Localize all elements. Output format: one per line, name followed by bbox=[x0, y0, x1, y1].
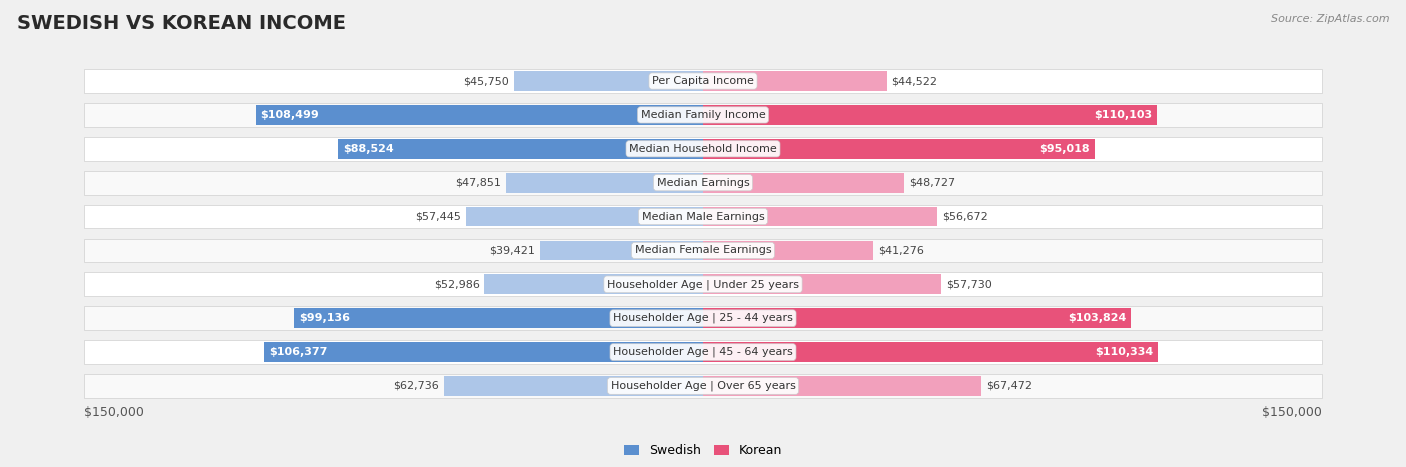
Text: Median Family Income: Median Family Income bbox=[641, 110, 765, 120]
Text: $110,103: $110,103 bbox=[1094, 110, 1152, 120]
Text: Householder Age | Over 65 years: Householder Age | Over 65 years bbox=[610, 381, 796, 391]
Text: $99,136: $99,136 bbox=[299, 313, 350, 323]
Text: Source: ZipAtlas.com: Source: ZipAtlas.com bbox=[1271, 14, 1389, 24]
Bar bbox=[540, 241, 703, 260]
Legend: Swedish, Korean: Swedish, Korean bbox=[619, 439, 787, 462]
Bar bbox=[515, 71, 703, 91]
Text: $47,851: $47,851 bbox=[454, 177, 501, 188]
Bar bbox=[256, 105, 703, 125]
Bar bbox=[84, 205, 1322, 228]
Bar bbox=[703, 173, 904, 192]
Text: $88,524: $88,524 bbox=[343, 144, 394, 154]
Text: Householder Age | Under 25 years: Householder Age | Under 25 years bbox=[607, 279, 799, 290]
Text: Median Female Earnings: Median Female Earnings bbox=[634, 246, 772, 255]
Text: Householder Age | 25 - 44 years: Householder Age | 25 - 44 years bbox=[613, 313, 793, 324]
Bar bbox=[703, 207, 936, 226]
Text: $106,377: $106,377 bbox=[269, 347, 328, 357]
Text: $45,750: $45,750 bbox=[464, 76, 509, 86]
Bar bbox=[84, 171, 1322, 195]
Text: $44,522: $44,522 bbox=[891, 76, 938, 86]
Text: Per Capita Income: Per Capita Income bbox=[652, 76, 754, 86]
Bar bbox=[84, 137, 1322, 161]
Bar bbox=[703, 139, 1095, 159]
Bar bbox=[84, 374, 1322, 398]
Bar bbox=[703, 105, 1157, 125]
Text: $95,018: $95,018 bbox=[1039, 144, 1090, 154]
Bar bbox=[444, 376, 703, 396]
Text: $110,334: $110,334 bbox=[1095, 347, 1153, 357]
Text: $150,000: $150,000 bbox=[1261, 406, 1322, 419]
Text: $108,499: $108,499 bbox=[260, 110, 319, 120]
Text: $41,276: $41,276 bbox=[879, 246, 924, 255]
Text: Householder Age | 45 - 64 years: Householder Age | 45 - 64 years bbox=[613, 347, 793, 357]
Text: $57,730: $57,730 bbox=[946, 279, 991, 290]
Text: $150,000: $150,000 bbox=[84, 406, 145, 419]
Bar bbox=[84, 306, 1322, 330]
Bar bbox=[485, 275, 703, 294]
Bar bbox=[84, 272, 1322, 296]
Text: $67,472: $67,472 bbox=[986, 381, 1032, 391]
Bar bbox=[703, 241, 873, 260]
Bar bbox=[703, 308, 1132, 328]
Bar bbox=[84, 239, 1322, 262]
Bar bbox=[84, 69, 1322, 93]
Text: Median Earnings: Median Earnings bbox=[657, 177, 749, 188]
Bar bbox=[84, 103, 1322, 127]
Text: $62,736: $62,736 bbox=[394, 381, 439, 391]
Bar bbox=[337, 139, 703, 159]
Text: $57,445: $57,445 bbox=[415, 212, 461, 221]
Bar bbox=[465, 207, 703, 226]
Bar bbox=[506, 173, 703, 192]
Bar bbox=[264, 342, 703, 362]
Text: $103,824: $103,824 bbox=[1069, 313, 1126, 323]
Text: $56,672: $56,672 bbox=[942, 212, 987, 221]
Bar bbox=[703, 342, 1159, 362]
Bar bbox=[703, 275, 941, 294]
Bar bbox=[294, 308, 703, 328]
Bar bbox=[703, 71, 887, 91]
Text: Median Male Earnings: Median Male Earnings bbox=[641, 212, 765, 221]
Text: SWEDISH VS KOREAN INCOME: SWEDISH VS KOREAN INCOME bbox=[17, 14, 346, 33]
Bar bbox=[84, 340, 1322, 364]
Bar bbox=[703, 376, 981, 396]
Text: Median Household Income: Median Household Income bbox=[628, 144, 778, 154]
Text: $39,421: $39,421 bbox=[489, 246, 536, 255]
Text: $52,986: $52,986 bbox=[433, 279, 479, 290]
Text: $48,727: $48,727 bbox=[908, 177, 955, 188]
